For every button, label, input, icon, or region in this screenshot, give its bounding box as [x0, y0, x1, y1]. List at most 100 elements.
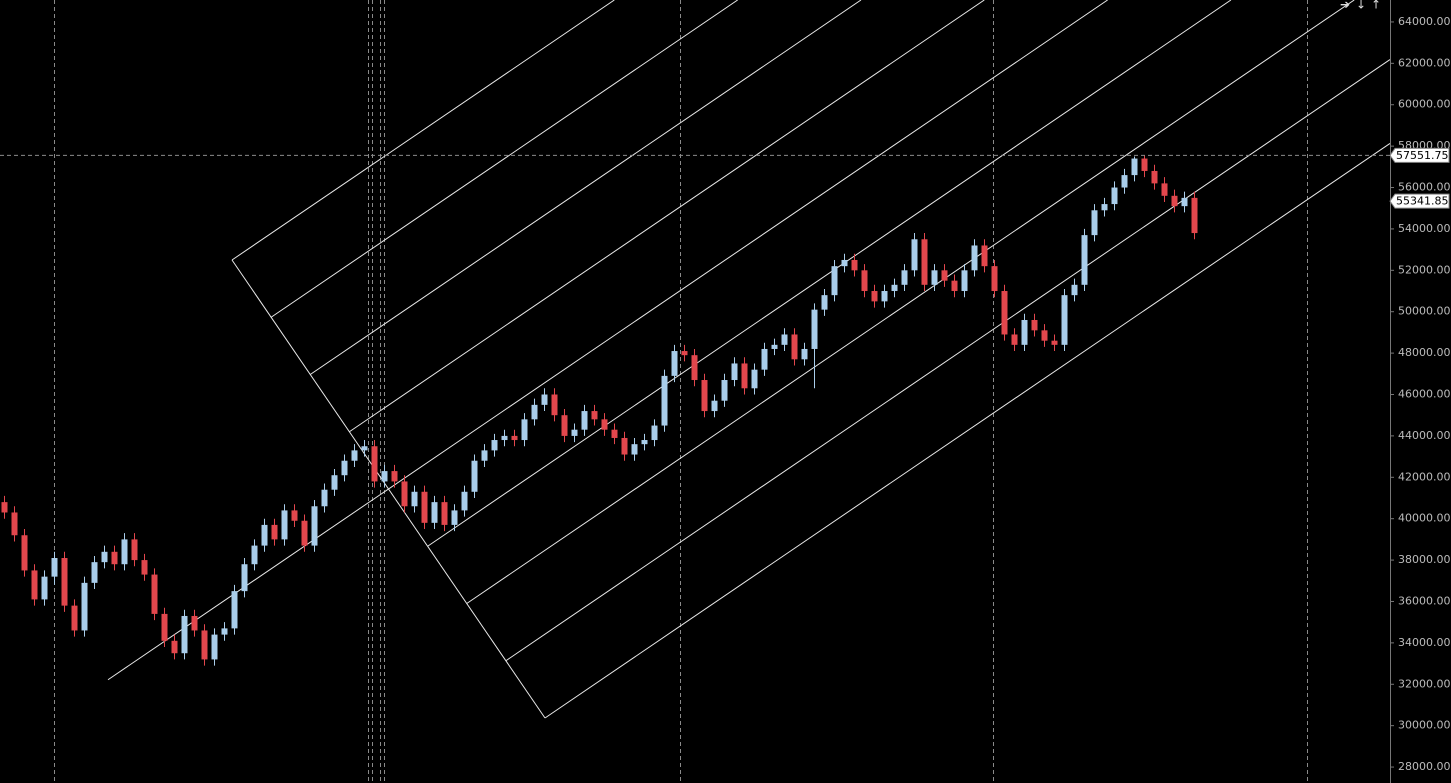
candle-body: [591, 411, 598, 420]
candle-body: [981, 245, 988, 267]
candle-body: [1151, 170, 1158, 184]
candle-body: [51, 558, 58, 577]
candle-body: [111, 551, 118, 565]
candle-body: [991, 266, 998, 292]
candle-body: [791, 334, 798, 360]
candle-body: [401, 481, 408, 507]
channel-line: [309, 0, 862, 375]
y-tick-label: 44000.00: [1398, 429, 1451, 442]
candle-body: [761, 348, 768, 370]
icon-right[interactable]: ➔: [1340, 0, 1350, 12]
channel-line: [505, 59, 1391, 662]
channel-line: [466, 0, 1355, 604]
candle-body: [971, 245, 978, 271]
candle-body: [1031, 319, 1038, 331]
candle-body: [721, 380, 728, 401]
channel-line: [427, 0, 1232, 547]
candle-body: [641, 440, 648, 445]
candle-body: [531, 404, 538, 420]
y-tick-label: 52000.00: [1398, 263, 1451, 276]
y-tick-label: 28000.00: [1398, 760, 1451, 773]
candle-body: [391, 471, 398, 482]
candle-body: [421, 491, 428, 523]
candle-body: [191, 615, 198, 631]
candle-body: [1121, 175, 1128, 188]
candle-body: [181, 615, 188, 654]
crosshair-label-box: [1389, 147, 1450, 163]
candle-body: [891, 284, 898, 292]
candle-body: [701, 380, 708, 412]
y-tick-label: 54000.00: [1398, 222, 1451, 235]
icon-down[interactable]: ↓: [1356, 0, 1366, 12]
candle-body: [681, 351, 688, 356]
candle-body: [571, 429, 578, 436]
candle-body: [581, 411, 588, 430]
candle-body: [511, 435, 518, 441]
candle-body: [1181, 197, 1188, 207]
candle-body: [61, 558, 68, 606]
candle-body: [441, 502, 448, 525]
candle-body: [171, 640, 178, 654]
candle-body: [601, 419, 608, 430]
channel-line: [349, 0, 985, 433]
candle-body: [301, 520, 308, 546]
toolbar-icons[interactable]: ➔ ↓ ↑: [1340, 0, 1381, 12]
candle-body: [1191, 197, 1198, 234]
candle-body: [621, 437, 628, 455]
candle-body: [801, 348, 808, 360]
y-tick-label: 38000.00: [1398, 553, 1451, 566]
candle-body: [461, 491, 468, 511]
channel-line: [544, 142, 1391, 719]
candle-body: [1131, 158, 1138, 176]
y-tick-label: 62000.00: [1398, 56, 1451, 69]
candle-body: [741, 363, 748, 389]
candle-body: [901, 270, 908, 285]
candle-body: [251, 545, 258, 565]
candle-body: [941, 270, 948, 281]
y-tick-label: 40000.00: [1398, 512, 1451, 525]
candle-body: [91, 562, 98, 583]
icon-up[interactable]: ↑: [1371, 0, 1381, 12]
candle-body: [1171, 195, 1178, 207]
candle-body: [161, 613, 168, 641]
candle-body: [81, 582, 88, 631]
candle-body: [201, 630, 208, 660]
candle-body: [241, 564, 248, 592]
y-tick-label: 50000.00: [1398, 305, 1451, 318]
candle-body: [271, 524, 278, 540]
candle-body: [611, 429, 618, 438]
y-tick-label: 56000.00: [1398, 181, 1451, 194]
candle-body: [1001, 291, 1008, 335]
candle-body: [861, 270, 868, 292]
candle-body: [651, 425, 658, 441]
candle-body: [321, 489, 328, 507]
candle-body: [21, 535, 28, 571]
candle-body: [1081, 235, 1088, 285]
candle-body: [141, 560, 148, 575]
candle-body: [341, 460, 348, 476]
candle-body: [131, 539, 138, 561]
candle-body: [331, 475, 338, 490]
candle-body: [351, 450, 358, 461]
y-tick-label: 60000.00: [1398, 98, 1451, 111]
candle-body: [471, 460, 478, 492]
crosshair-label: 57551.75: [1396, 149, 1449, 162]
y-tick-label: 32000.00: [1398, 677, 1451, 690]
candle-body: [631, 444, 638, 455]
candle-body: [961, 270, 968, 292]
candle-body: [561, 415, 568, 436]
time-grid: [54, 0, 1308, 783]
candle-body: [1011, 334, 1018, 345]
candle-body: [1041, 330, 1048, 341]
candle-body: [41, 576, 48, 600]
candle-body: [381, 471, 388, 482]
candle-body: [1061, 295, 1068, 345]
candle-body: [431, 502, 438, 523]
candle-body: [411, 491, 418, 507]
candle-body: [211, 634, 218, 660]
candle-body: [691, 355, 698, 381]
candle-body: [931, 270, 938, 285]
candle-body: [371, 446, 378, 482]
candle-body: [1091, 210, 1098, 236]
